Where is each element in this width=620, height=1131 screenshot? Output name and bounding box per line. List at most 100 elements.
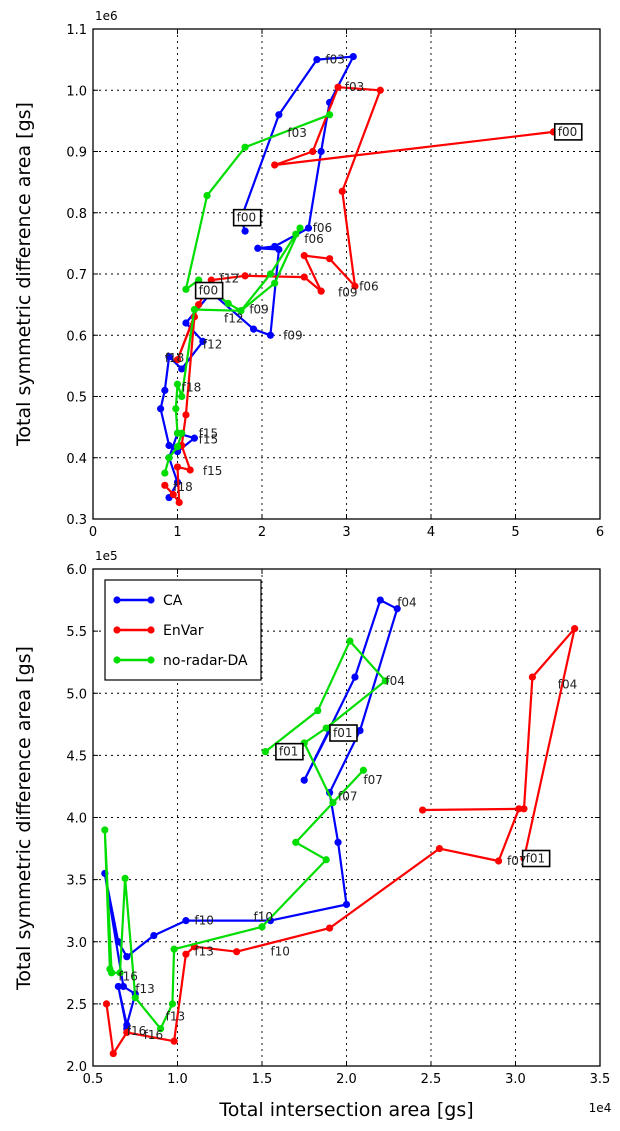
x-tick-label: 1 — [173, 525, 181, 540]
data-point — [116, 969, 124, 977]
data-point — [173, 463, 182, 471]
y-tick-label: 0.5 — [66, 391, 87, 406]
data-point — [418, 806, 427, 814]
data-point — [249, 325, 258, 333]
data-point — [261, 748, 269, 756]
data-point — [172, 405, 180, 413]
data-point — [161, 481, 169, 489]
data-point — [300, 776, 308, 784]
point-label: f13 — [166, 1009, 186, 1023]
point-label: f15 — [199, 432, 219, 446]
x-tick-label: 3.5 — [590, 1072, 611, 1087]
annotation-box — [232, 208, 262, 227]
data-point — [170, 945, 178, 953]
point-label: f15 — [199, 426, 219, 440]
data-point — [520, 805, 528, 813]
point-label: f06 — [304, 232, 324, 246]
x-tick-label: 0.5 — [83, 1072, 104, 1087]
data-point — [173, 356, 182, 364]
point-label: f16 — [118, 970, 138, 984]
data-point — [173, 443, 182, 451]
data-point — [258, 923, 266, 931]
point-label: f04 — [558, 678, 578, 692]
annotation-box — [275, 742, 304, 761]
point-label: f06 — [359, 279, 379, 293]
data-point — [109, 1049, 117, 1058]
data-point — [195, 301, 203, 309]
series-line-envar — [105, 627, 576, 1055]
x-offset-text: 1e4 — [589, 1101, 612, 1115]
data-point — [356, 726, 364, 735]
point-label: f09 — [338, 285, 358, 299]
data-point — [376, 86, 384, 94]
x-axis-label: Total intersection area [gs] — [218, 1099, 473, 1121]
data-point — [571, 625, 579, 633]
data-point — [175, 498, 183, 507]
x-tick-label: 0 — [89, 525, 97, 540]
legend-marker — [113, 596, 121, 604]
data-point — [161, 386, 169, 394]
point-label: f00 — [237, 211, 257, 225]
x-tick-label: 3 — [342, 525, 350, 540]
point-label: f15 — [203, 464, 223, 478]
data-point — [119, 982, 128, 991]
data-point — [237, 307, 245, 315]
data-point — [334, 838, 342, 846]
legend-label-envar: EnVar — [163, 623, 204, 639]
point-label: f00 — [558, 125, 578, 139]
data-point — [292, 230, 300, 238]
data-point — [131, 994, 139, 1002]
data-point — [199, 337, 207, 345]
data-point — [338, 187, 346, 195]
legend: CA EnVar no-radar-DA — [104, 579, 262, 681]
data-point — [322, 724, 330, 732]
data-point — [190, 434, 198, 442]
y-tick-label: 5.0 — [66, 687, 87, 702]
data-point — [304, 224, 313, 232]
y-tick-label: 4.0 — [66, 812, 87, 827]
data-point — [317, 147, 325, 156]
data-point — [182, 917, 190, 925]
data-point — [170, 1037, 178, 1045]
data-point — [241, 272, 249, 280]
data-point — [309, 147, 317, 156]
data-point — [271, 279, 279, 287]
annotation-box — [329, 724, 358, 742]
data-point — [313, 56, 321, 64]
data-point — [203, 192, 211, 200]
data-point — [123, 953, 131, 961]
point-label: f12 — [203, 337, 223, 351]
y-tick-label: 2.5 — [66, 998, 87, 1013]
data-point — [254, 244, 262, 252]
data-point — [334, 83, 342, 91]
legend-label-ca: CA — [163, 593, 183, 609]
data-point — [241, 143, 249, 151]
data-point — [393, 605, 401, 613]
point-label: f09 — [283, 328, 303, 342]
y-axis-label: Total symmetric difference area [gs] — [13, 102, 35, 447]
y-tick-label: 0.3 — [66, 513, 87, 528]
data-point — [190, 305, 198, 314]
legend-marker — [113, 626, 121, 634]
x-tick-label: 6 — [596, 525, 604, 540]
y-tick-label: 0.6 — [66, 329, 87, 344]
data-point — [101, 826, 109, 834]
point-label: f10 — [270, 945, 290, 959]
data-point — [351, 673, 359, 681]
point-label: f13 — [135, 982, 155, 996]
data-point — [300, 252, 308, 260]
point-label: f01 — [333, 726, 353, 740]
data-point — [224, 299, 232, 307]
point-label: f12 — [224, 312, 244, 326]
data-point — [314, 707, 322, 715]
y-tick-label: 0.9 — [66, 146, 87, 161]
y-offset-text: 1e6 — [95, 9, 118, 23]
data-point — [292, 838, 300, 846]
point-label: f03 — [287, 126, 307, 140]
point-label: f16 — [144, 1028, 164, 1042]
y-tick-label: 2.0 — [66, 1060, 87, 1075]
x-tick-label: 1.0 — [167, 1072, 188, 1087]
x-tick-label: 5 — [511, 525, 519, 540]
point-label: f18 — [182, 380, 202, 394]
